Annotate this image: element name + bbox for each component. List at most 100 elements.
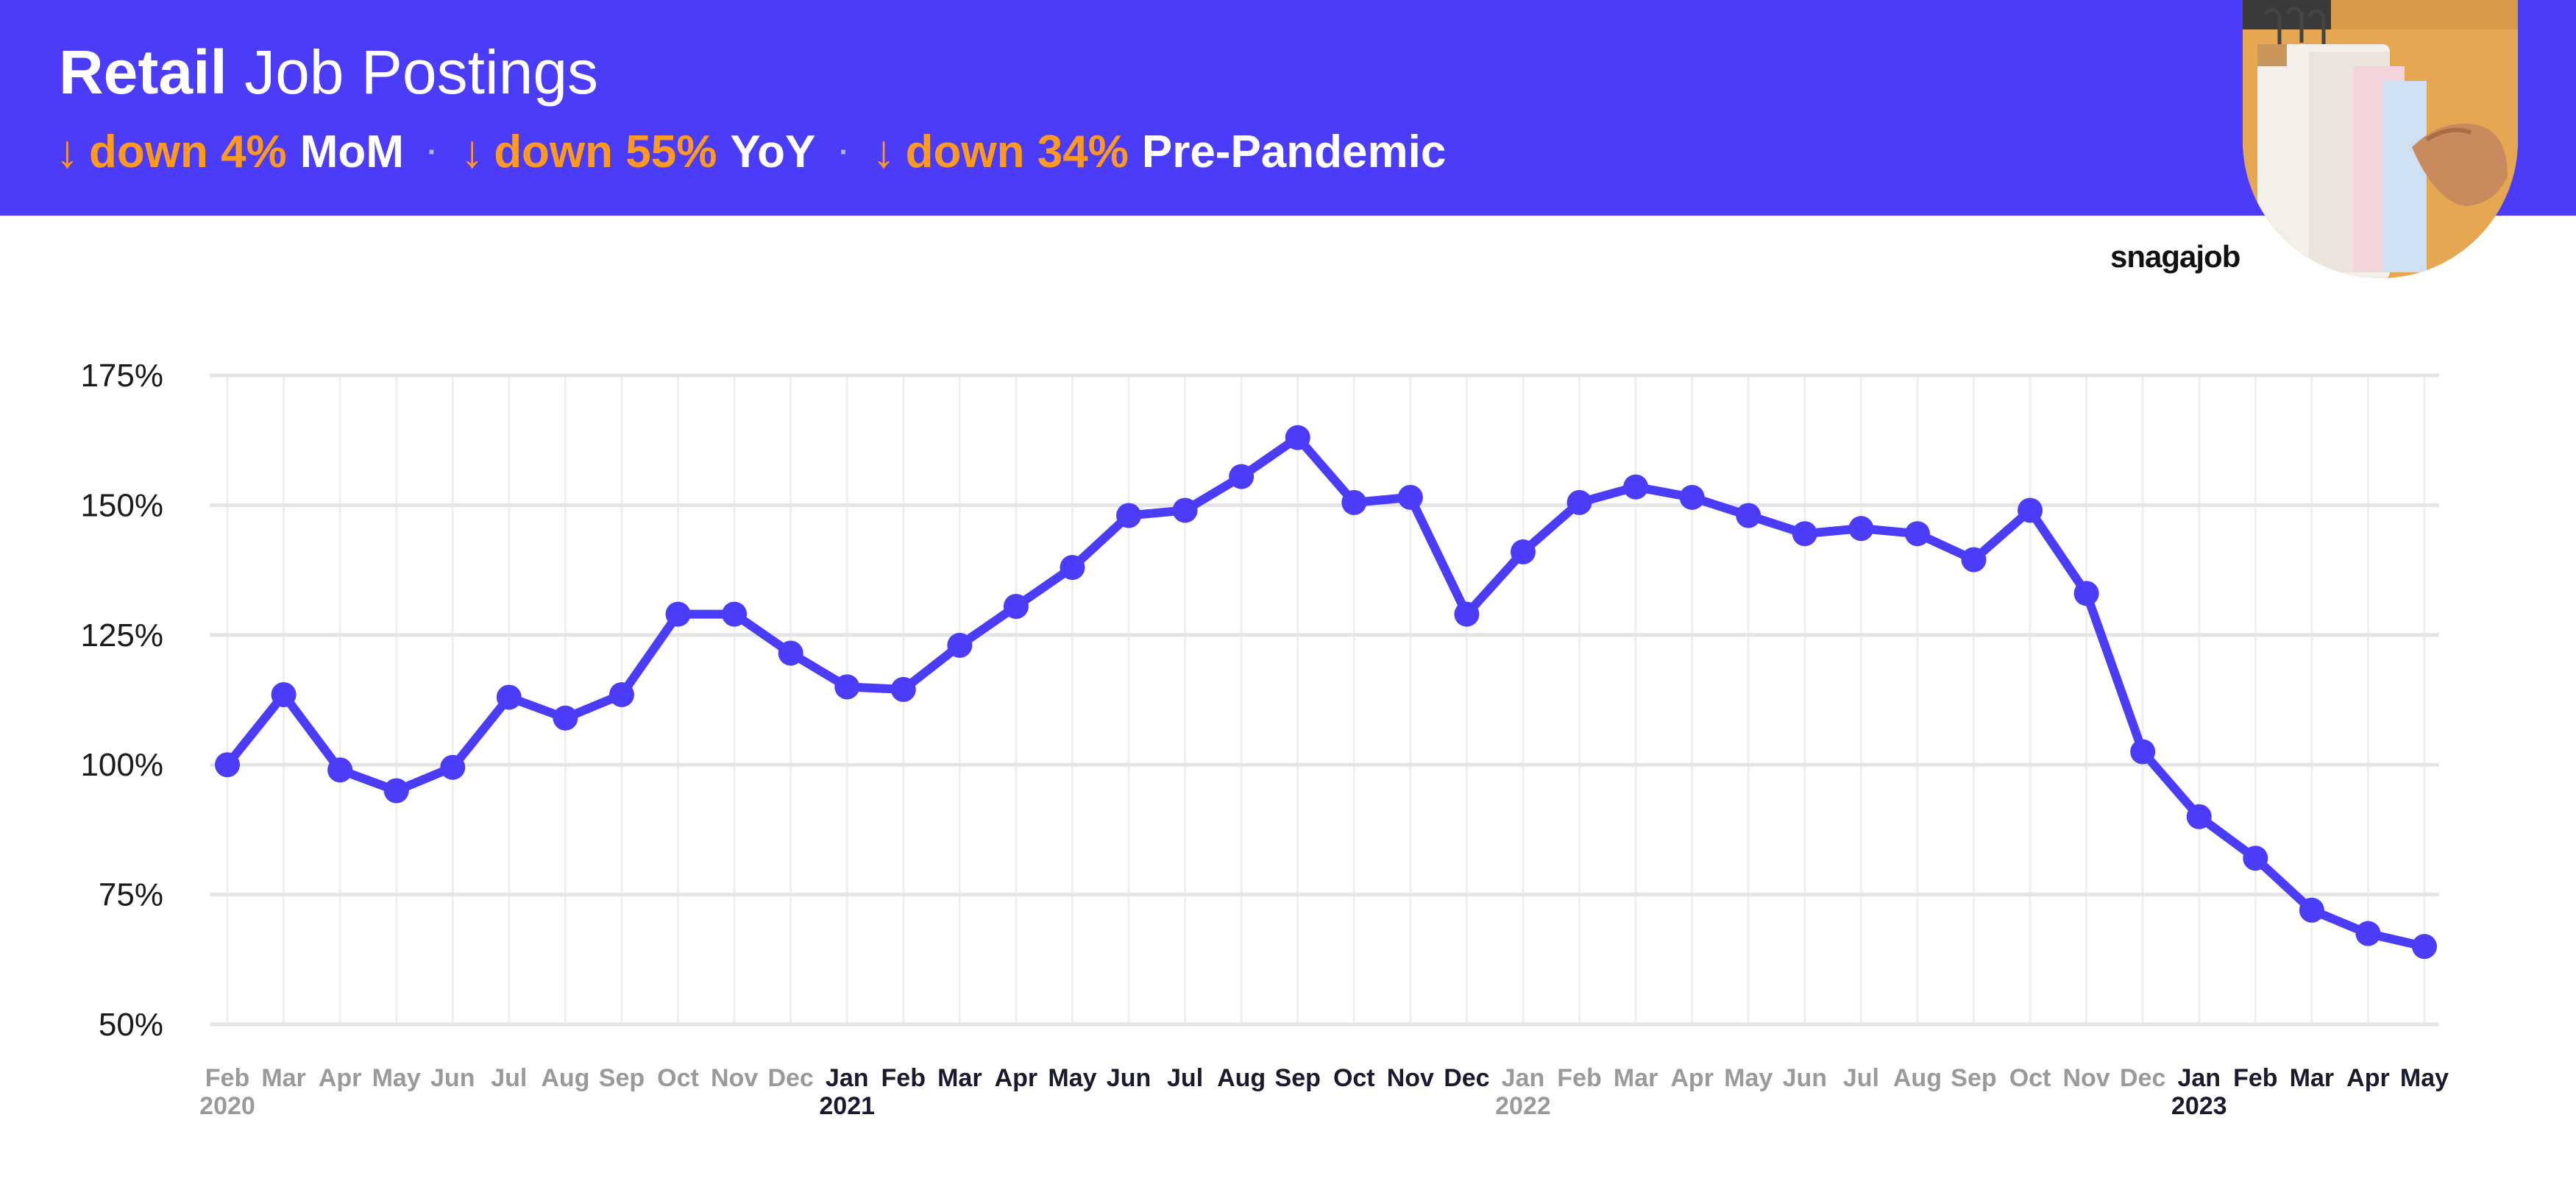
x-tick-label: Feb <box>205 1064 249 1092</box>
y-axis-ticks: 50% 75% 100% 125% 150% 175% <box>80 358 163 1043</box>
x-tick-label: Apr <box>2346 1064 2390 1092</box>
data-point <box>1341 489 1367 515</box>
stat-pre-pandemic: ↓ down 34% Pre-Pandemic <box>873 121 1447 183</box>
horizontal-gridlines <box>210 373 2439 1027</box>
data-point <box>608 681 634 707</box>
snagajob-logo: snagajob <box>2110 239 2240 274</box>
x-tick-label: Jul <box>1167 1064 1203 1092</box>
x-tick-label: Apr <box>995 1064 1038 1092</box>
data-point <box>1736 503 1761 528</box>
x-tick-label: Oct <box>2009 1064 2051 1092</box>
title-strong: Retail <box>59 38 227 107</box>
data-point <box>2018 497 2043 523</box>
x-tick-label: Dec <box>1444 1064 1489 1092</box>
line-chart: 50% 75% 100% 125% 150% 175% Feb Mar Apr May Jun Ju… <box>80 358 2449 1120</box>
x-tick-label: Sep <box>1951 1064 1996 1092</box>
data-point <box>665 601 691 627</box>
stat-change: down 4% <box>89 127 287 177</box>
data-point <box>2186 804 2212 829</box>
data-point <box>1792 521 1817 547</box>
y-tick-label: 75% <box>99 877 163 913</box>
x-tick-label: Apr <box>1670 1064 1714 1092</box>
x-tick-label: Oct <box>657 1064 699 1092</box>
x-tick-label: Nov <box>711 1064 758 1092</box>
data-point <box>1510 539 1536 564</box>
data-point <box>1679 484 1705 510</box>
x-tick-label: Sep <box>1275 1064 1321 1092</box>
header-banner <box>0 0 2576 216</box>
x-year-label: 2023 <box>2171 1092 2227 1120</box>
data-point <box>1848 516 1874 542</box>
x-tick-label: Jun <box>430 1064 475 1092</box>
y-tick-label: 100% <box>80 747 163 783</box>
data-point <box>2130 739 2156 765</box>
stat-mom: ↓ down 4% MoM <box>56 121 404 183</box>
x-tick-label: Aug <box>541 1064 589 1092</box>
data-point <box>2243 846 2268 871</box>
x-year-label: 2021 <box>819 1092 875 1120</box>
data-point <box>947 632 973 658</box>
data-point <box>1454 601 1480 627</box>
data-point <box>2299 897 2324 923</box>
stat-yoy: ↓ down 55% YoY <box>461 121 815 183</box>
data-point <box>215 752 240 778</box>
stats-row: ↓ down 4% MoM · ↓ down 55% YoY · ↓ down … <box>56 121 1446 183</box>
x-tick-label: Dec <box>2120 1064 2165 1092</box>
down-arrow-icon: ↓ <box>872 127 895 177</box>
y-tick-label: 175% <box>80 358 163 394</box>
data-point <box>496 684 522 710</box>
x-tick-label: Dec <box>767 1064 813 1092</box>
x-tick-label: Jul <box>1843 1064 1879 1092</box>
data-point <box>1623 474 1649 500</box>
data-point <box>1904 521 1930 547</box>
x-tick-label: Oct <box>1333 1064 1375 1092</box>
down-arrow-icon: ↓ <box>56 127 79 177</box>
x-tick-label: Sep <box>599 1064 645 1092</box>
stat-change: down 34% <box>905 127 1129 177</box>
data-series <box>215 425 2437 960</box>
x-tick-label: Feb <box>881 1064 926 1092</box>
data-point <box>271 681 297 707</box>
data-point <box>383 778 409 804</box>
data-point <box>1961 547 1987 573</box>
x-tick-label: Jun <box>1783 1064 1827 1092</box>
x-tick-label: Mar <box>2290 1064 2334 1092</box>
data-point <box>1172 497 1198 523</box>
x-tick-label: Mar <box>937 1064 982 1092</box>
title-light: Job Postings <box>244 38 599 107</box>
retail-clothing-photo <box>2243 0 2518 278</box>
data-point <box>890 676 916 702</box>
data-point <box>553 705 578 731</box>
x-tick-label: Nov <box>1387 1064 1434 1092</box>
stat-separator: · <box>427 136 438 169</box>
data-point <box>778 640 803 666</box>
x-year-label: 2022 <box>1495 1092 1551 1120</box>
x-tick-label: Mar <box>1614 1064 1658 1092</box>
data-point <box>1229 464 1255 489</box>
y-tick-label: 150% <box>80 487 163 523</box>
x-tick-label: May <box>372 1064 421 1092</box>
data-point <box>834 674 860 700</box>
data-point <box>2355 921 2381 946</box>
x-tick-label: May <box>1048 1064 1096 1092</box>
down-arrow-icon: ↓ <box>461 127 484 177</box>
stat-change: down 55% <box>494 127 717 177</box>
stat-label: YoY <box>730 127 816 177</box>
x-tick-label: Feb <box>1557 1064 1601 1092</box>
x-tick-label: Nov <box>2062 1064 2110 1092</box>
clothing-rack-image <box>2243 0 2518 278</box>
vertical-gridlines <box>226 375 2426 1024</box>
stat-label: Pre-Pandemic <box>1141 127 1447 177</box>
data-point <box>2412 934 2437 960</box>
stat-separator: · <box>839 136 849 169</box>
x-tick-label: Mar <box>261 1064 305 1092</box>
data-point <box>327 757 353 783</box>
data-point <box>2073 581 2099 606</box>
x-tick-label: Jan <box>826 1064 869 1092</box>
y-tick-label: 125% <box>80 617 163 653</box>
stat-label: MoM <box>299 127 404 177</box>
data-point <box>440 754 466 780</box>
x-tick-label: Feb <box>2233 1064 2277 1092</box>
x-tick-label: Jan <box>1502 1064 1545 1092</box>
x-tick-label: Aug <box>1893 1064 1942 1092</box>
